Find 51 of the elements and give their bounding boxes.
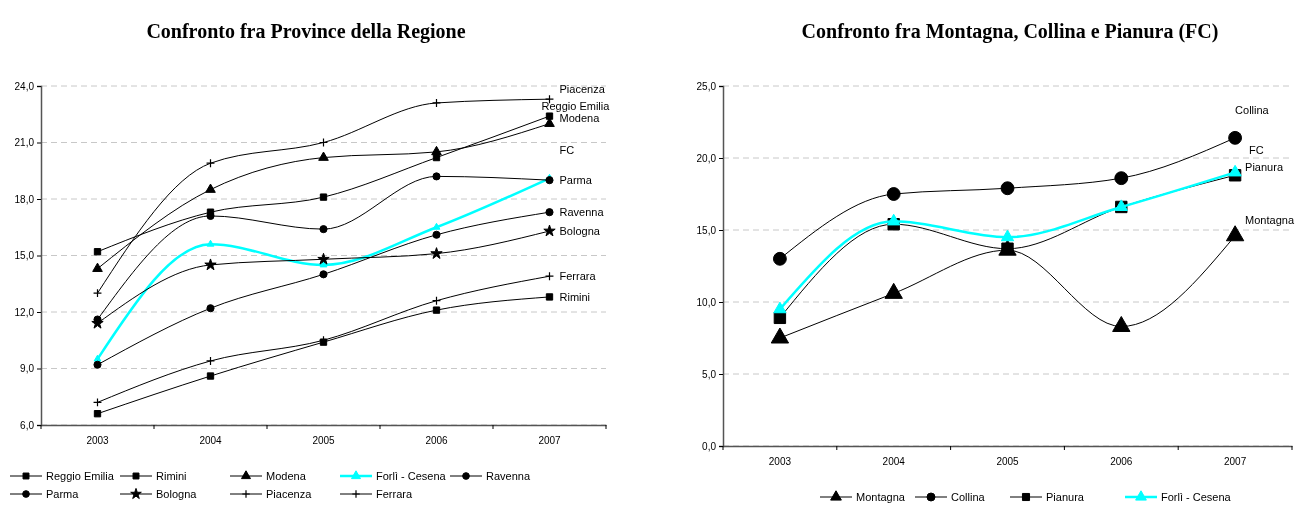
annotation: Ferrara	[559, 270, 597, 283]
annotation: Parma	[559, 174, 593, 187]
legend-label: Reggio Emilia	[46, 470, 115, 482]
y-tick-label: 10,0	[696, 296, 717, 308]
legend-label: Collina	[951, 491, 986, 503]
legend-label: Ravenna	[486, 470, 531, 482]
legend-label: Montagna	[856, 491, 906, 503]
legend-label: Forlì - Cesena	[1161, 491, 1232, 503]
annotation: Rimini	[559, 290, 591, 303]
y-tick-label: 25,0	[696, 80, 717, 92]
annotation: Montagna	[1245, 213, 1295, 226]
annotation: Collina	[1235, 103, 1270, 116]
annotation: Bologna	[559, 225, 601, 238]
y-tick-label: 15,0	[14, 250, 35, 262]
y-tick-label: 24,0	[14, 80, 35, 92]
legend-label: Parma	[46, 488, 80, 500]
legend-label: Ferrara	[376, 488, 413, 500]
x-tick-label: 2004	[882, 456, 906, 468]
x-tick-label: 2006	[425, 435, 449, 447]
annotation: FC	[1249, 144, 1264, 157]
y-tick-label: 0,0	[702, 440, 717, 452]
annotation: FC	[559, 144, 575, 157]
legend-label: Rimini	[156, 470, 187, 482]
legend-label: Modena	[266, 470, 307, 482]
legend-label: Pianura	[1046, 491, 1085, 503]
x-tick-label: 2004	[199, 435, 223, 447]
legend-label: Bologna	[156, 488, 198, 500]
x-tick-label: 2003	[86, 435, 110, 447]
annotation: Reggio Emilia	[541, 100, 611, 113]
y-tick-label: 6,0	[20, 419, 35, 431]
annotation: Modena	[559, 111, 601, 124]
y-tick-label: 15,0	[696, 224, 717, 236]
annotation: Ravenna	[559, 206, 605, 219]
legend-label: Forlì - Cesena	[376, 470, 447, 482]
legend-label: Piacenza	[266, 488, 313, 500]
y-tick-label: 18,0	[14, 193, 35, 205]
annotation: Piacenza	[559, 83, 606, 96]
y-tick-label: 5,0	[702, 368, 717, 380]
x-tick-label: 2005	[312, 435, 336, 447]
x-tick-label: 2007	[538, 435, 562, 447]
annotation: Pianura	[1245, 161, 1284, 174]
x-tick-label: 2005	[996, 456, 1020, 468]
x-tick-label: 2003	[768, 456, 792, 468]
x-tick-label: 2007	[1223, 456, 1247, 468]
y-tick-label: 9,0	[20, 363, 35, 375]
y-tick-label: 20,0	[696, 152, 717, 164]
x-tick-label: 2006	[1110, 456, 1133, 468]
y-tick-label: 21,0	[14, 137, 35, 149]
chart-title: Confronto fra Province della Regione	[146, 20, 466, 43]
chart-title: Confronto fra Montagna, Collina e Pianura (FC)	[801, 20, 1219, 43]
y-tick-label: 12,0	[14, 306, 35, 318]
